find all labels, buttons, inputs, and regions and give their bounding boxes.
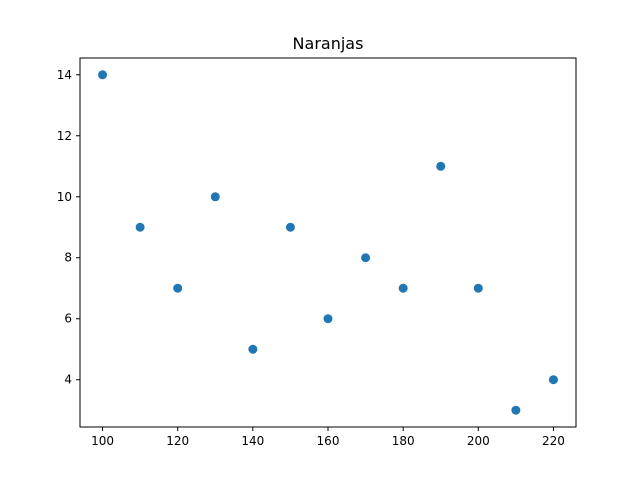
y-tick-label: 10 bbox=[57, 190, 72, 204]
x-tick-label: 100 bbox=[91, 434, 114, 448]
x-tick-label: 200 bbox=[467, 434, 490, 448]
data-point bbox=[210, 192, 220, 202]
y-tick-label: 14 bbox=[57, 68, 72, 82]
data-point bbox=[285, 222, 295, 232]
data-point bbox=[436, 161, 446, 171]
y-tick-label: 6 bbox=[64, 312, 72, 326]
x-tick-label: 120 bbox=[166, 434, 189, 448]
axes-frame bbox=[79, 57, 577, 428]
x-tick-label: 140 bbox=[241, 434, 264, 448]
data-point bbox=[98, 70, 108, 80]
y-tick-label: 4 bbox=[64, 373, 72, 387]
points-layer bbox=[98, 70, 558, 415]
x-tick-label: 220 bbox=[542, 434, 565, 448]
x-tick-label: 160 bbox=[317, 434, 340, 448]
y-tick-label: 8 bbox=[64, 251, 72, 265]
data-point bbox=[173, 283, 183, 293]
x-tick-label: 180 bbox=[392, 434, 415, 448]
data-point bbox=[511, 405, 521, 415]
data-point bbox=[548, 375, 558, 385]
data-point bbox=[473, 283, 483, 293]
y-tick-label: 12 bbox=[57, 129, 72, 143]
data-point bbox=[323, 314, 333, 324]
data-point bbox=[361, 253, 371, 263]
data-point bbox=[248, 344, 258, 354]
data-point bbox=[135, 222, 145, 232]
data-point bbox=[398, 283, 408, 293]
ticks-layer: 100 120 140 160 180 200 220 4 6 8 10 12 14 bbox=[57, 68, 565, 448]
chart-title: Naranjas bbox=[293, 34, 364, 53]
